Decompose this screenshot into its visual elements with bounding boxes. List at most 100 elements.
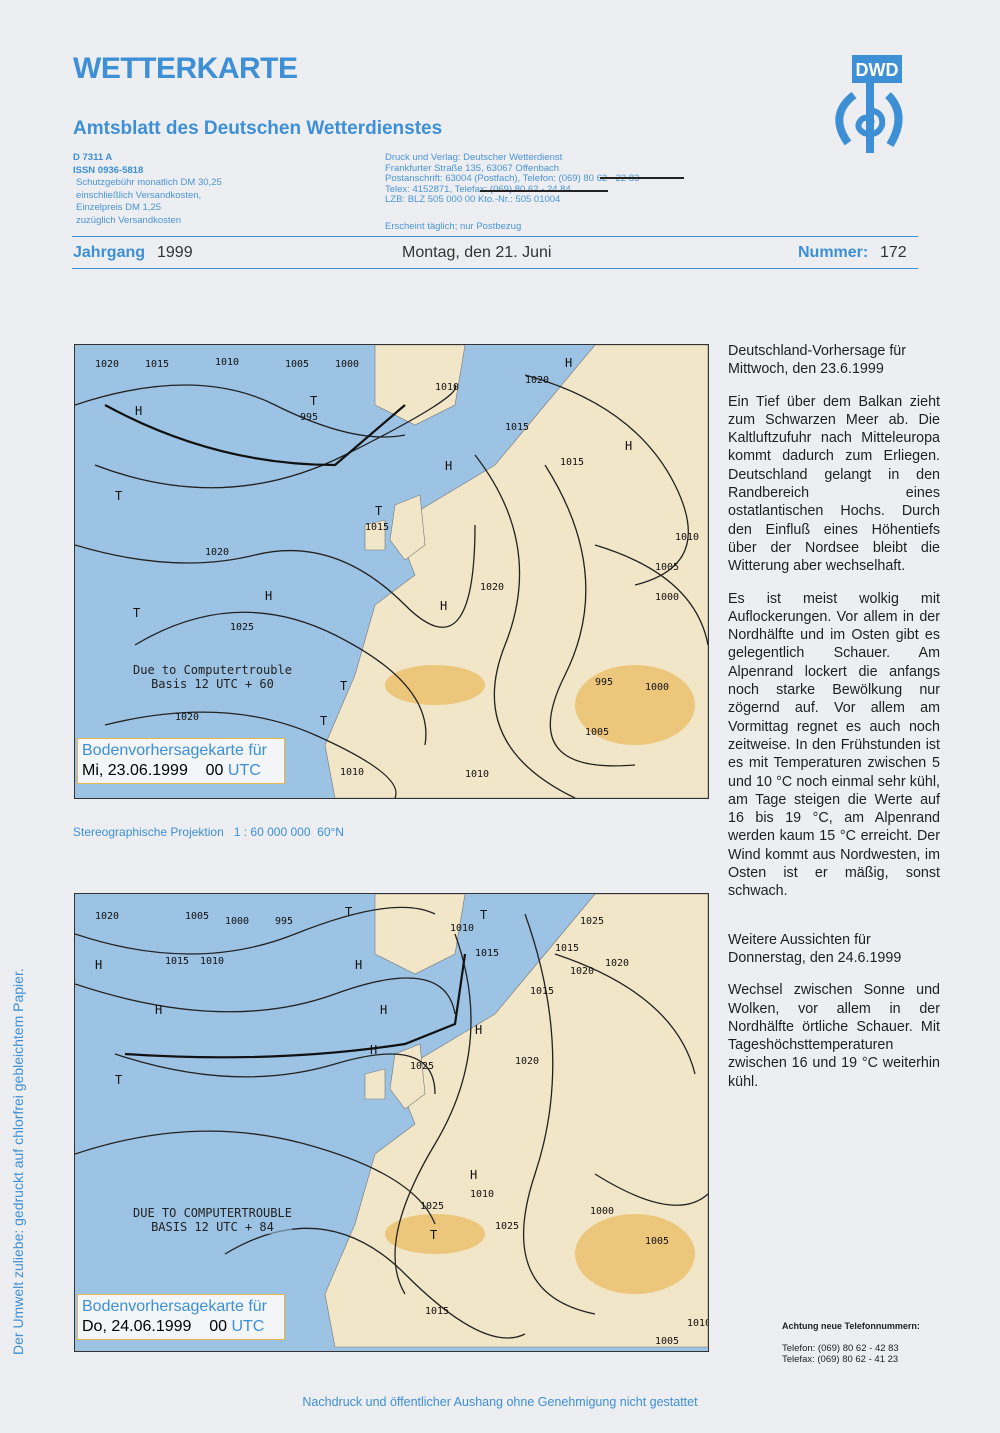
high-pressure-label: H: [380, 1003, 387, 1017]
phone-notice-title: Achtung neue Telefonnummern:: [782, 1321, 920, 1331]
publisher-line: LZB: BLZ 505 000 00 Kto.-Nr.: 505 01004: [385, 194, 561, 205]
high-pressure-label: H: [475, 1023, 482, 1037]
weather-front: [124, 953, 467, 1059]
fee-line: einschließlich Versandkosten,: [76, 189, 202, 201]
isobar-label: 1025: [495, 1221, 519, 1232]
isobar-label: 1010: [675, 532, 699, 543]
isobar-label: 1020: [515, 1056, 539, 1067]
isobar: [114, 1053, 436, 1095]
caption-time: 00: [209, 1318, 227, 1335]
isobar-label: 995: [300, 412, 318, 423]
caption-title: Bodenvorhersagekarte für: [82, 1298, 267, 1315]
year-label: Jahrgang: [73, 244, 146, 261]
caption-time: 00: [205, 762, 224, 779]
isobar-label: 1010: [200, 956, 224, 967]
isobar-label: 1005: [185, 911, 209, 922]
issue-number: 172: [880, 244, 907, 261]
isobar-label: 1010: [450, 923, 474, 934]
isobar-label: 1020: [95, 911, 119, 922]
isobar-label: 1005: [585, 727, 609, 738]
isobar-label: 1020: [605, 958, 629, 969]
isobar: [75, 384, 406, 438]
isobar-label: 995: [595, 677, 613, 688]
isobar-label: 1005: [285, 359, 309, 370]
low-pressure-label: T: [115, 489, 122, 503]
strike-line: [480, 190, 608, 192]
low-pressure-label: T: [480, 908, 487, 922]
caption-title: Bodenvorhersagekarte für: [82, 742, 267, 759]
high-pressure-label: H: [135, 404, 142, 418]
strike-line: [600, 177, 684, 179]
high-pressure-label: H: [445, 459, 452, 473]
divider: [72, 268, 918, 269]
note-line: Basis 12 UTC + 60: [151, 677, 274, 691]
isobar: [474, 454, 576, 798]
caption-date: Do, 24.06.1999: [82, 1318, 192, 1335]
caption-utc: UTC: [231, 1318, 265, 1335]
map-note: DUE TO COMPUTERTROUBLE BASIS 12 UTC + 84: [133, 1206, 292, 1234]
forecast-paragraph: Es ist meist wolkig mit Auflockerungen. …: [728, 590, 940, 900]
high-pressure-label: H: [470, 1168, 477, 1182]
forecast-paragraph: Ein Tief über dem Balkan zieht zum Schwa…: [728, 393, 940, 575]
isobar: [544, 464, 636, 767]
isobar-label: 1000: [335, 359, 359, 370]
projection-note: Stereographische Projektion 1 : 60 000 0…: [73, 825, 344, 839]
isobar-label: 1015: [560, 457, 584, 468]
isobar-label: 1015: [165, 956, 189, 967]
publisher-line: Druck und Verlag: Deutscher Wetterdienst: [385, 152, 563, 163]
isobar: [594, 544, 708, 646]
environment-note: Der Umwelt zuliebe: gedruckt auf chlorfr…: [10, 968, 26, 1355]
outlook-heading: Weitere Aussichten für Donnerstag, den 2…: [728, 931, 902, 966]
low-pressure-label: T: [133, 606, 140, 620]
fee-info: Schutzgebühr monatlich DM 30,25 einschli…: [76, 177, 222, 227]
low-pressure-label: T: [345, 905, 352, 919]
low-pressure-label: T: [375, 504, 382, 518]
isobar-label: 995: [275, 916, 293, 927]
map-caption: Bodenvorhersagekarte für Do, 24.06.1999 …: [77, 1294, 285, 1340]
isobar: [134, 611, 427, 746]
high-pressure-label: H: [440, 599, 447, 613]
land-mass: [364, 519, 386, 551]
publisher-line: Frankfurter Straße 135, 63067 Offenbach: [385, 162, 560, 174]
isobar-label: 1015: [365, 522, 389, 533]
isobar-label: 1020: [480, 582, 504, 593]
isobar-label: 1020: [525, 375, 549, 386]
isobar-label: 1015: [530, 986, 554, 997]
land-mass: [389, 494, 426, 561]
forecast-map-thursday: 1020 1005 1000 995 1015 1010 1010 1015 1025 1020 1…: [74, 893, 709, 1352]
low-pressure-label: T: [340, 679, 347, 693]
isobar-label: 1015: [425, 1306, 449, 1317]
frequency: Erscheint täglich; nur Postbezug: [385, 221, 522, 232]
land-mass: [374, 894, 466, 975]
weather-front: [104, 404, 406, 467]
map-note: Due to Computertrouble Basis 12 UTC + 60: [133, 663, 292, 691]
land-mass: [364, 1068, 386, 1100]
isobar-label: 1005: [655, 1336, 679, 1347]
issue-date: Montag, den 21. Juni: [402, 244, 552, 261]
phone-number: Telefon: (069) 80 62 - 42 83: [782, 1343, 899, 1354]
isobar: [394, 933, 472, 1295]
page-title: WETTERKARTE: [73, 52, 298, 85]
dwd-logo: DWD: [818, 55, 904, 155]
isobar: [594, 1173, 708, 1206]
isobar-label: 1010: [435, 382, 459, 393]
isobar: [522, 913, 596, 1315]
page-subtitle: Amtsblatt des Deutschen Wetterdienstes: [73, 118, 443, 139]
mountain-area: [575, 665, 695, 745]
isobar-label: 1025: [410, 1061, 434, 1072]
mountain-area: [385, 665, 485, 705]
divider: [72, 236, 918, 237]
isobar-label: 1010: [465, 769, 489, 780]
isobar-label: 1025: [580, 916, 604, 927]
caption-date: Mi, 23.06.1999: [82, 762, 188, 779]
isobar-label: 1025: [230, 622, 254, 633]
publisher-line: Postanschrift: 63004 (Postfach), Telefon…: [385, 173, 640, 184]
isobar-label: 1015: [145, 359, 169, 370]
low-pressure-label: T: [430, 1228, 437, 1242]
isobar-label: 1015: [505, 422, 529, 433]
publication-code: D 7311 A: [73, 152, 113, 163]
fee-line: Einzelpreis DM 1,25: [76, 202, 162, 213]
forecast-heading: Deutschland-Vorhersage für Mittwoch, den…: [728, 343, 907, 378]
high-pressure-label: H: [95, 958, 102, 972]
